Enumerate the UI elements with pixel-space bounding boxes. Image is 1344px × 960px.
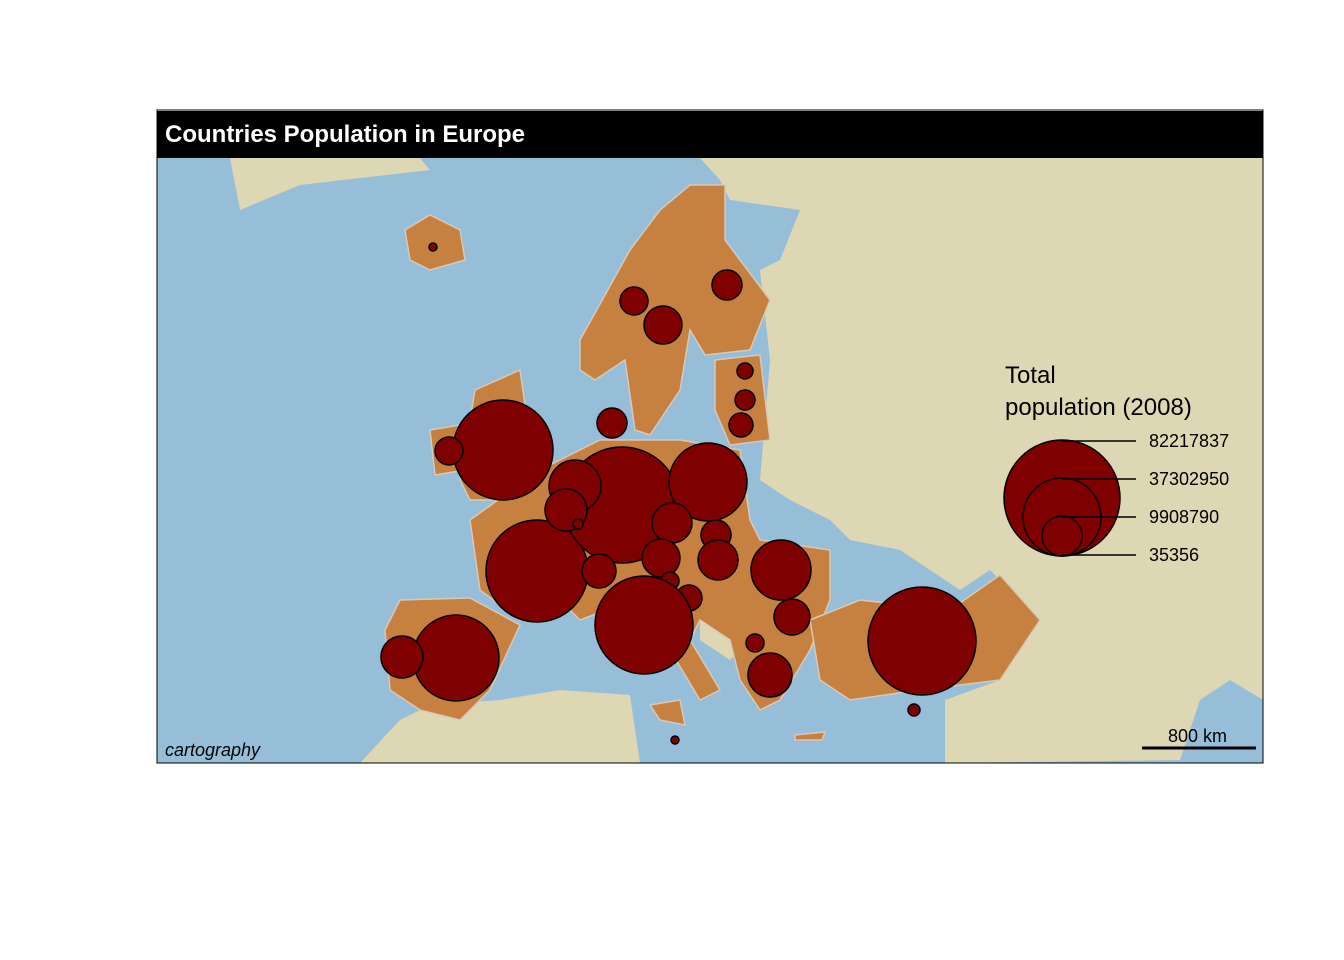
population-circle [643, 305, 683, 345]
legend-circle-3 [1041, 515, 1083, 557]
population-circle [412, 614, 500, 702]
legend-title-line1: Total [1005, 362, 1056, 389]
population-circle [651, 502, 693, 544]
population-circle [736, 362, 754, 380]
population-circle [594, 575, 694, 675]
population-circle [670, 735, 680, 745]
population-circle [581, 553, 617, 589]
population-circle [745, 633, 765, 653]
population-circle [773, 598, 811, 636]
population-circle [697, 539, 739, 581]
map-frame [156, 109, 1264, 764]
population-circle [428, 242, 438, 252]
population-circle [867, 586, 977, 696]
credit: cartography [165, 740, 261, 760]
population-circle [747, 652, 793, 698]
legend-value-3: 9908790 [1149, 507, 1220, 527]
map-title: Countries Population in Europe [157, 111, 1263, 158]
non-eu-land [230, 158, 1263, 763]
population-circle [572, 518, 584, 530]
population-circle [750, 539, 812, 601]
population-circle [434, 436, 464, 466]
legend-title-line2: population (2008) [1005, 394, 1192, 421]
population-circle [641, 538, 681, 578]
population-circle [668, 442, 748, 522]
legend-value-4: 35356 [1149, 545, 1200, 565]
population-circle [619, 286, 649, 316]
legend-value-2: 37302950 [1149, 469, 1230, 489]
legend-value-1: 82217837 [1149, 431, 1230, 451]
population-circle [596, 407, 628, 439]
legend-symbols [1003, 439, 1136, 557]
population-circle [907, 703, 921, 717]
population-circles [380, 242, 977, 745]
legend-title: Total population (2008) [1005, 360, 1192, 424]
population-circle [711, 269, 743, 301]
population-circle [452, 399, 554, 501]
population-circle [728, 412, 754, 438]
population-circle [734, 389, 756, 411]
population-circle [380, 635, 424, 679]
scale-bar-label: 800 km [1168, 726, 1228, 746]
